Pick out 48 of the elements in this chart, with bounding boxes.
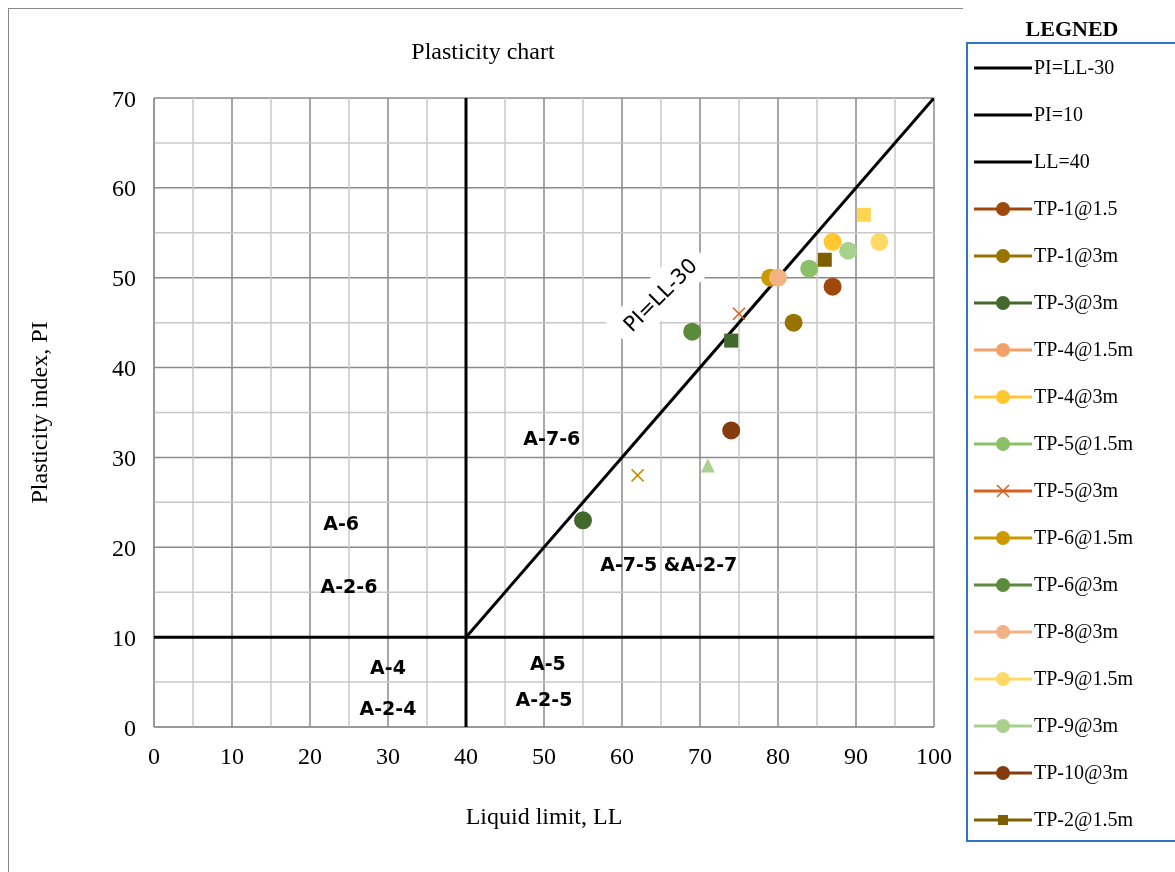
y-tick-label: 40 <box>112 355 136 382</box>
y-tick-label: 50 <box>112 265 136 292</box>
y-tick-label: 0 <box>124 714 136 741</box>
y-tick-label: 70 <box>112 85 136 112</box>
annotation: A-2-5 <box>515 687 573 710</box>
y-tick-label: 60 <box>112 175 136 202</box>
y-axis-title: Plasticity index, PI <box>25 321 52 504</box>
annotation: A-5 <box>529 651 566 674</box>
legend-label: PI=LL-30 <box>1034 56 1115 79</box>
x-tick-label: 90 <box>844 743 868 770</box>
x-tick-label: 20 <box>298 743 322 770</box>
legend-label: TP-5@1.5m <box>1034 432 1133 455</box>
legend-label: TP-9@3m <box>1034 714 1118 737</box>
legend-label: TP-1@3m <box>1034 244 1118 267</box>
x-tick-label: 40 <box>454 743 478 770</box>
legend-label: TP-4@1.5m <box>1034 338 1133 361</box>
x-tick-label: 60 <box>610 743 634 770</box>
chart-title: Plasticity chart <box>410 38 556 65</box>
x-tick-label: 10 <box>220 743 244 770</box>
y-tick-label: 20 <box>112 534 136 561</box>
annotation: A-4 <box>370 656 406 679</box>
x-axis-title: Liquid limit, LL <box>465 803 623 830</box>
x-tick-label: 70 <box>688 743 712 770</box>
annotation: A-2-6 <box>320 575 378 598</box>
legend-label: TP-8@3m <box>1034 620 1118 643</box>
annotation: A-2-4 <box>359 696 417 719</box>
legend-label: TP-2@1.5m <box>1034 808 1133 831</box>
legend-label: TP-6@1.5m <box>1034 526 1133 549</box>
annotation: A-7-5 &A-2-7 <box>600 552 738 575</box>
legend-label: TP-10@3m <box>1034 761 1128 784</box>
y-tick-label: 30 <box>112 444 136 471</box>
x-tick-label: 30 <box>376 743 400 770</box>
legend-label: TP-9@1.5m <box>1034 667 1133 690</box>
annotation: A-7-6 <box>523 426 581 449</box>
x-tick-label: 80 <box>766 743 790 770</box>
legend-label: TP-6@3m <box>1034 573 1118 596</box>
legend-label: TP-1@1.5 <box>1034 197 1118 220</box>
legend-label: LL=40 <box>1034 150 1090 173</box>
legend-label: PI=10 <box>1034 103 1084 126</box>
legend-title: LEGNED <box>1024 16 1120 42</box>
annotation: A-6 <box>323 512 360 535</box>
legend-label: TP-4@3m <box>1034 385 1118 408</box>
x-tick-label: 100 <box>916 743 952 770</box>
x-tick-label: 50 <box>532 743 556 770</box>
legend-label: TP-3@3m <box>1034 291 1118 314</box>
y-tick-label: 10 <box>112 624 136 651</box>
x-tick-label: 0 <box>148 743 160 770</box>
legend-label: TP-5@3m <box>1034 479 1118 502</box>
